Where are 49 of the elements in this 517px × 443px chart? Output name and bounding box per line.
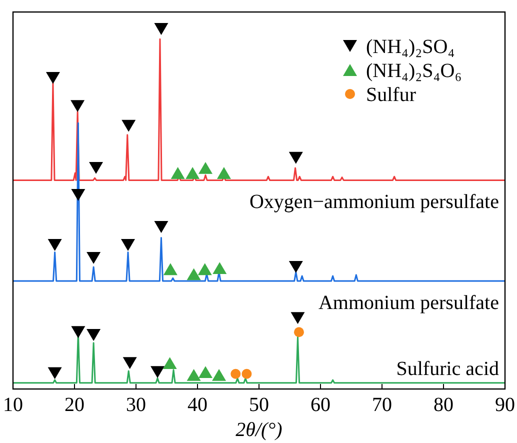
- series-label: Sulfuric acid: [396, 358, 499, 380]
- x-axis-title: 2θ/(°): [236, 419, 283, 441]
- point: [186, 268, 201, 280]
- x-tick-label: 30: [126, 394, 146, 416]
- point: [198, 263, 212, 276]
- point: [121, 239, 136, 251]
- x-tick-label: 20: [64, 394, 84, 416]
- point: [154, 221, 168, 233]
- point: [242, 368, 252, 379]
- legend-label: Sulfur: [366, 84, 416, 106]
- series-label: Ammonium persulfate: [318, 292, 500, 314]
- legend-label: (NH₄)₂S₄O₆: [366, 60, 462, 82]
- point: [71, 189, 86, 201]
- point: [290, 312, 305, 324]
- point: [186, 369, 201, 381]
- point: [48, 367, 62, 380]
- point: [70, 100, 85, 112]
- point: [288, 152, 303, 164]
- point: [89, 162, 104, 174]
- point: [212, 369, 226, 381]
- point: [186, 167, 200, 179]
- point: [122, 357, 137, 370]
- x-tick-label: 10: [3, 394, 23, 416]
- x-tick-label: 70: [372, 394, 392, 416]
- x-tick-label: 90: [495, 394, 515, 416]
- point: [198, 366, 212, 378]
- point: [198, 162, 212, 174]
- point: [71, 326, 86, 338]
- point: [212, 262, 227, 274]
- point: [162, 357, 177, 370]
- point: [230, 368, 241, 379]
- series-label: Oxygen−ammonium persulfate: [249, 191, 500, 214]
- point: [163, 263, 178, 276]
- point: [154, 23, 168, 35]
- x-tick-label: 60: [310, 394, 330, 416]
- point: [46, 72, 60, 84]
- point: [86, 252, 101, 264]
- point: [170, 167, 185, 179]
- x-tick-label: 50: [249, 394, 269, 416]
- point: [122, 120, 136, 132]
- legend-label: (NH₄)₂SO₄: [366, 36, 455, 58]
- point: [294, 327, 304, 338]
- point: [216, 167, 231, 179]
- point: [48, 239, 62, 251]
- x-tick-label: 80: [434, 394, 454, 416]
- point: [150, 366, 165, 378]
- point: [86, 329, 101, 341]
- x-tick-label: 40: [188, 394, 208, 416]
- point: [288, 261, 303, 273]
